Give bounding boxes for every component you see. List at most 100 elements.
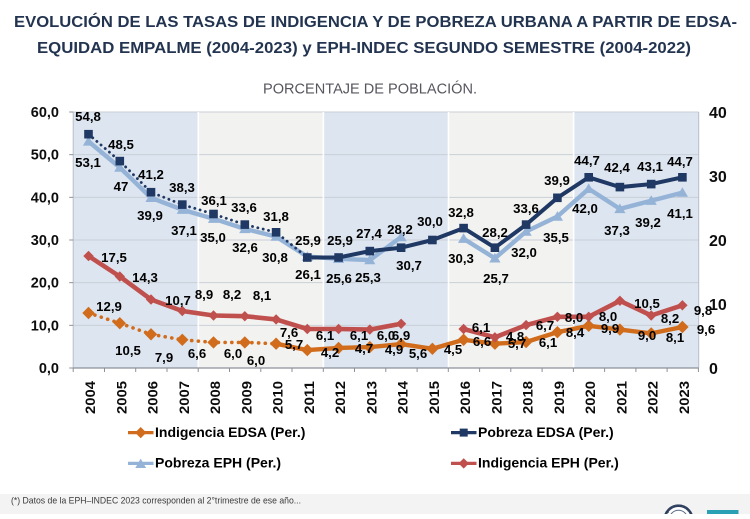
svg-text:41,1: 41,1 [667, 206, 693, 221]
svg-text:9,6: 9,6 [697, 322, 715, 337]
svg-text:36,1: 36,1 [201, 193, 227, 208]
svg-text:32,6: 32,6 [232, 240, 258, 255]
svg-text:54,8: 54,8 [75, 109, 101, 124]
svg-text:42,4: 42,4 [604, 160, 630, 175]
svg-text:10,5: 10,5 [634, 296, 660, 311]
svg-text:2017: 2017 [488, 381, 504, 414]
svg-text:8,1: 8,1 [666, 330, 684, 345]
svg-text:42,0: 42,0 [572, 201, 598, 216]
svg-text:6,1: 6,1 [472, 320, 490, 335]
svg-text:14,3: 14,3 [132, 270, 158, 285]
svg-text:8,1: 8,1 [253, 288, 271, 303]
svg-text:4,2: 4,2 [321, 345, 339, 360]
svg-text:30,8: 30,8 [262, 250, 288, 265]
svg-text:8,0: 8,0 [565, 310, 583, 325]
svg-text:2020: 2020 [582, 381, 598, 414]
svg-text:39,9: 39,9 [137, 208, 163, 223]
svg-text:PORCENTAJE DE POBLACIÓN.: PORCENTAJE DE POBLACIÓN. [263, 81, 477, 98]
svg-text:9,0: 9,0 [638, 328, 656, 343]
svg-text:6,0: 6,0 [377, 328, 395, 343]
svg-text:2021: 2021 [613, 381, 629, 414]
svg-text:39,2: 39,2 [635, 215, 661, 230]
svg-text:Indigencia EPH (Per.): Indigencia EPH (Per.) [478, 455, 619, 471]
svg-text:33,6: 33,6 [231, 200, 257, 215]
svg-text:20: 20 [709, 233, 727, 250]
svg-text:40,0: 40,0 [31, 190, 59, 206]
svg-text:2015: 2015 [426, 381, 442, 414]
svg-text:44,7: 44,7 [574, 153, 600, 168]
svg-text:2023: 2023 [676, 381, 692, 414]
svg-text:28,2: 28,2 [482, 225, 508, 240]
svg-text:4,8: 4,8 [506, 329, 524, 344]
svg-text:Pobreza EDSA (Per.): Pobreza EDSA (Per.) [478, 424, 614, 440]
svg-text:37,1: 37,1 [171, 223, 197, 238]
svg-text:2013: 2013 [363, 381, 379, 414]
svg-text:4,7: 4,7 [355, 341, 373, 356]
svg-text:2005: 2005 [113, 381, 129, 414]
svg-text:2014: 2014 [395, 381, 411, 414]
svg-text:48,5: 48,5 [108, 137, 134, 152]
svg-text:31,8: 31,8 [263, 209, 289, 224]
svg-text:9,8: 9,8 [694, 303, 712, 318]
svg-text:25,7: 25,7 [483, 271, 509, 286]
svg-text:6,1: 6,1 [539, 335, 557, 350]
svg-text:2012: 2012 [332, 381, 348, 414]
svg-text:7,9: 7,9 [155, 350, 173, 365]
svg-text:30,0: 30,0 [31, 233, 59, 249]
svg-text:6,0: 6,0 [224, 346, 242, 361]
svg-text:2009: 2009 [238, 381, 254, 414]
svg-text:5,6: 5,6 [409, 346, 427, 361]
svg-text:8,4: 8,4 [566, 325, 585, 340]
svg-text:32,8: 32,8 [448, 205, 474, 220]
svg-text:44,7: 44,7 [667, 154, 693, 169]
svg-text:32,0: 32,0 [511, 245, 537, 260]
svg-text:26,1: 26,1 [295, 267, 321, 282]
svg-text:43,1: 43,1 [637, 159, 663, 174]
svg-text:9,9: 9,9 [601, 321, 619, 336]
svg-text:6,6: 6,6 [188, 346, 206, 361]
svg-text:8,2: 8,2 [223, 287, 241, 302]
svg-text:(*) Datos de la EPH–INDEC 2023: (*) Datos de la EPH–INDEC 2023 correspon… [11, 496, 301, 506]
svg-text:53,1: 53,1 [75, 155, 101, 170]
svg-text:10,7: 10,7 [165, 293, 191, 308]
svg-text:30,0: 30,0 [417, 214, 443, 229]
svg-text:30,7: 30,7 [396, 258, 422, 273]
svg-text:4,9: 4,9 [385, 342, 403, 357]
svg-text:2010: 2010 [270, 381, 286, 414]
svg-text:7,6: 7,6 [280, 325, 298, 340]
svg-text:37,3: 37,3 [604, 223, 630, 238]
svg-text:10: 10 [709, 297, 727, 314]
svg-text:6,0: 6,0 [247, 353, 265, 368]
svg-text:25,3: 25,3 [355, 270, 381, 285]
svg-text:6,6: 6,6 [473, 334, 491, 349]
svg-text:6,7: 6,7 [536, 318, 554, 333]
svg-text:2008: 2008 [207, 381, 223, 414]
svg-text:6,9: 6,9 [392, 328, 410, 343]
svg-text:EQUIDAD EMPALME (2004-2023) y: EQUIDAD EMPALME (2004-2023) y EPH-INDEC … [37, 40, 691, 57]
svg-text:39,9: 39,9 [544, 173, 570, 188]
svg-text:33,6: 33,6 [513, 201, 539, 216]
svg-text:5,7: 5,7 [285, 337, 303, 352]
svg-text:50,0: 50,0 [31, 148, 59, 164]
svg-text:6,1: 6,1 [350, 328, 368, 343]
svg-text:20,0: 20,0 [31, 276, 59, 292]
svg-text:2019: 2019 [551, 381, 567, 414]
svg-text:Indigencia EDSA (Per.): Indigencia EDSA (Per.) [155, 424, 305, 440]
svg-text:10,0: 10,0 [31, 318, 59, 334]
svg-text:25,9: 25,9 [295, 233, 321, 248]
svg-text:2018: 2018 [520, 381, 536, 414]
svg-text:17,5: 17,5 [101, 250, 127, 265]
svg-text:35,0: 35,0 [200, 230, 226, 245]
svg-text:6,1: 6,1 [316, 328, 334, 343]
svg-text:2016: 2016 [457, 381, 473, 414]
svg-text:0: 0 [709, 361, 718, 378]
svg-text:8,2: 8,2 [661, 311, 679, 326]
svg-text:2004: 2004 [82, 381, 98, 414]
svg-text:0,0: 0,0 [39, 361, 59, 377]
svg-text:12,9: 12,9 [96, 299, 122, 314]
svg-text:EVOLUCIÓN DE LAS TASAS DE INDI: EVOLUCIÓN DE LAS TASAS DE INDIGENCIA Y D… [14, 12, 737, 31]
svg-text:2007: 2007 [176, 381, 192, 414]
svg-text:40: 40 [709, 105, 727, 122]
svg-text:2006: 2006 [145, 381, 161, 414]
svg-text:28,2: 28,2 [387, 222, 413, 237]
